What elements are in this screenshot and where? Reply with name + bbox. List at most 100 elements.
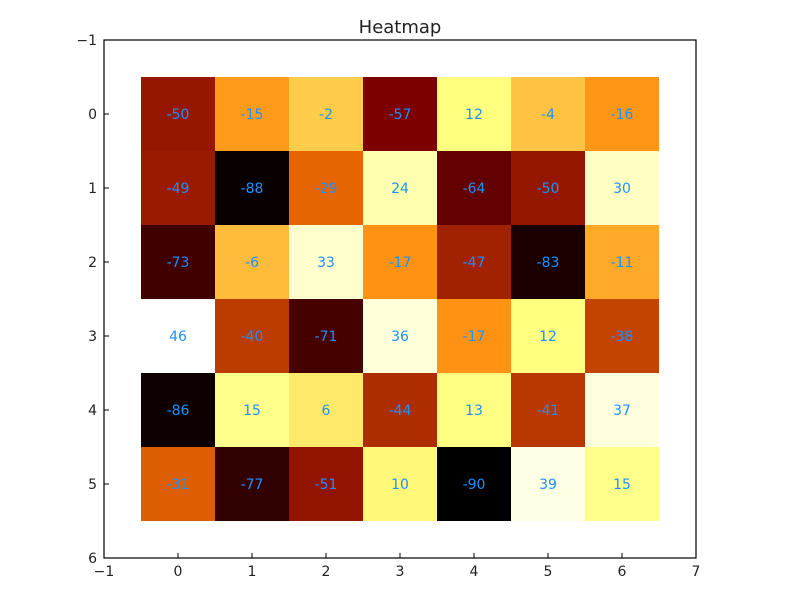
cell-value-label: -29 <box>315 181 338 197</box>
heatmap-cell <box>437 447 511 521</box>
x-tick-label: 6 <box>618 564 627 580</box>
heatmap-cell <box>289 373 363 447</box>
x-tick-label: 1 <box>248 564 257 580</box>
cell-value-label: 33 <box>317 255 335 271</box>
heatmap-cell <box>215 299 289 373</box>
cell-value-label: 12 <box>539 329 557 345</box>
heatmap-cell <box>511 151 585 225</box>
cell-value-label: -57 <box>389 107 412 123</box>
heatmap-cell <box>289 77 363 151</box>
cell-value-label: 13 <box>465 403 483 419</box>
heatmap-cell <box>215 151 289 225</box>
cell-value-label: -44 <box>389 403 412 419</box>
heatmap-cell <box>363 77 437 151</box>
heatmap-cell <box>511 373 585 447</box>
cell-value-label: -64 <box>463 181 486 197</box>
heatmap-cell <box>437 151 511 225</box>
cell-value-label: -16 <box>611 107 634 123</box>
cell-value-label: -38 <box>611 329 634 345</box>
heatmap-cell <box>215 225 289 299</box>
cell-value-label: -17 <box>463 329 486 345</box>
heatmap-cell <box>437 77 511 151</box>
heatmap-cell <box>585 225 659 299</box>
cell-value-label: 6 <box>322 403 331 419</box>
chart-title: Heatmap <box>359 17 442 38</box>
cell-value-label: -50 <box>167 107 190 123</box>
x-tick-label: 2 <box>322 564 331 580</box>
cell-value-label: 10 <box>391 477 409 493</box>
cell-value-label: -17 <box>389 255 412 271</box>
y-tick-label: −1 <box>76 33 97 49</box>
heatmap-cell <box>585 77 659 151</box>
cell-value-label: -86 <box>167 403 190 419</box>
y-tick-label: 2 <box>88 255 97 271</box>
cell-value-label: -6 <box>245 255 259 271</box>
cell-value-label: 12 <box>465 107 483 123</box>
heatmap-cell <box>511 225 585 299</box>
heatmap-cell <box>289 151 363 225</box>
heatmap-cell <box>585 299 659 373</box>
heatmap-cell <box>141 151 215 225</box>
heatmap-cell <box>511 77 585 151</box>
heatmap-cell <box>585 151 659 225</box>
cell-value-label: -4 <box>541 107 555 123</box>
heatmap-cell <box>289 225 363 299</box>
y-axis-ticks: −1 0 1 2 3 4 5 6 <box>76 33 109 567</box>
heatmap-cell <box>511 447 585 521</box>
y-tick-label: 0 <box>88 107 97 123</box>
cell-value-label: -90 <box>463 477 486 493</box>
heatmap-cell <box>141 447 215 521</box>
heatmap-cell <box>289 299 363 373</box>
heatmap-cells <box>141 77 659 521</box>
heatmap-cell <box>215 447 289 521</box>
cell-value-label: -47 <box>463 255 486 271</box>
cell-value-label: -11 <box>611 255 634 271</box>
heatmap-cell <box>215 77 289 151</box>
cell-value-label: -49 <box>167 181 190 197</box>
cell-value-label: -15 <box>241 107 264 123</box>
y-tick-label: 3 <box>88 329 97 345</box>
cell-value-label: -41 <box>537 403 560 419</box>
heatmap-cell <box>511 299 585 373</box>
cell-value-label: 39 <box>539 477 557 493</box>
heatmap-cell <box>141 77 215 151</box>
heatmap-cell <box>363 151 437 225</box>
heatmap-cell <box>363 299 437 373</box>
heatmap-cell <box>437 373 511 447</box>
y-tick-label: 6 <box>88 551 97 567</box>
x-tick-label: 4 <box>470 564 479 580</box>
cell-value-label: -2 <box>319 107 333 123</box>
heatmap-cell <box>289 447 363 521</box>
heatmap-cell <box>437 299 511 373</box>
x-tick-label: 3 <box>396 564 405 580</box>
cell-value-label: -71 <box>315 329 338 345</box>
x-tick-label: 7 <box>692 564 701 580</box>
cell-value-label: 15 <box>243 403 261 419</box>
cell-value-label: -51 <box>315 477 338 493</box>
heatmap-cell <box>585 447 659 521</box>
heatmap-cell <box>585 373 659 447</box>
y-tick-label: 5 <box>88 477 97 493</box>
x-tick-label: −1 <box>94 564 115 580</box>
heatmap-cell <box>437 225 511 299</box>
cell-value-label: -88 <box>241 181 264 197</box>
cell-value-label: -31 <box>167 477 190 493</box>
cell-value-label: 24 <box>391 181 409 197</box>
cell-value-label: 15 <box>613 477 631 493</box>
y-tick-label: 1 <box>88 181 97 197</box>
x-tick-label: 5 <box>544 564 553 580</box>
cell-value-label: -83 <box>537 255 560 271</box>
cell-value-label: -40 <box>241 329 264 345</box>
cell-value-label: -77 <box>241 477 264 493</box>
cell-value-label: 37 <box>613 403 631 419</box>
cell-value-label: 46 <box>169 329 187 345</box>
cell-value-label: -73 <box>167 255 190 271</box>
heatmap-cell <box>141 373 215 447</box>
cell-value-label: 36 <box>391 329 409 345</box>
heatmap-cell <box>363 373 437 447</box>
cell-value-label: -50 <box>537 181 560 197</box>
cell-labels: -50 -15 -2 -57 12 -4 -16 -49 -88 -29 24 -64 -50 30 -73… <box>167 107 634 493</box>
heatmap-cell <box>363 225 437 299</box>
heatmap-cell <box>141 225 215 299</box>
